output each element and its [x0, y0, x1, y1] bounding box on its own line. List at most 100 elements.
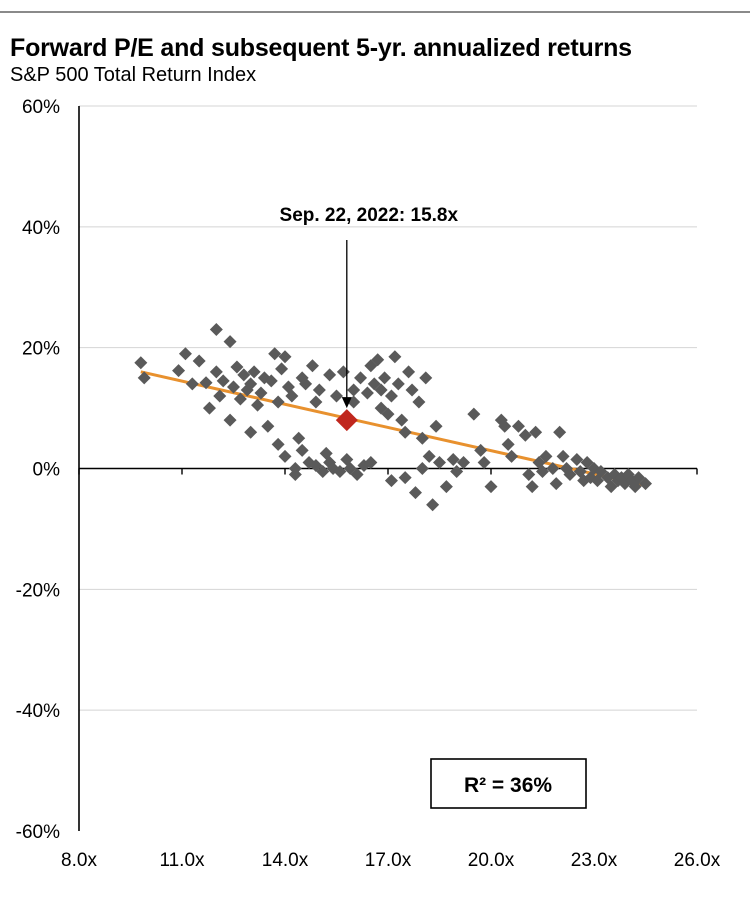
data-point	[398, 425, 412, 439]
data-point	[384, 474, 398, 488]
data-point	[549, 477, 563, 491]
data-point	[268, 347, 282, 361]
y-tick-label: 40%	[22, 218, 60, 239]
data-point	[330, 389, 343, 403]
x-tick-label: 26.0x	[674, 850, 721, 871]
data-point	[316, 465, 330, 479]
data-point	[422, 449, 436, 463]
data-point	[278, 449, 292, 463]
data-point	[570, 452, 584, 466]
data-point	[371, 353, 385, 367]
data-point	[216, 374, 230, 388]
annotation-arrow-head	[341, 397, 352, 409]
data-point	[137, 371, 151, 385]
data-point	[450, 465, 464, 479]
data-point	[525, 480, 539, 494]
data-point	[439, 480, 453, 494]
data-point	[309, 395, 323, 409]
data-point	[415, 431, 429, 445]
data-point	[429, 419, 443, 433]
data-point	[295, 443, 309, 457]
data-point	[233, 392, 247, 406]
data-point	[178, 347, 192, 361]
data-point	[553, 425, 567, 439]
data-point	[539, 449, 553, 463]
data-point	[230, 360, 244, 374]
data-point	[419, 371, 433, 385]
data-point	[360, 386, 374, 400]
trendline-layer	[140, 370, 646, 487]
data-point	[388, 350, 402, 364]
y-tick-label: 0%	[33, 460, 61, 481]
data-point	[305, 359, 319, 373]
data-point	[405, 383, 419, 397]
data-point	[501, 437, 515, 451]
y-tick-label: -40%	[16, 701, 60, 722]
data-point	[192, 354, 206, 368]
r-squared-box: R² = 36%	[430, 758, 587, 809]
data-point	[498, 419, 512, 433]
x-tick-label: 23.0x	[571, 850, 618, 871]
data-point	[391, 377, 405, 391]
data-point	[374, 383, 388, 397]
data-point	[536, 465, 549, 479]
data-point	[484, 480, 498, 494]
data-point	[408, 486, 422, 500]
footer-fragment	[0, 905, 60, 917]
data-point	[474, 443, 488, 457]
data-point	[639, 477, 652, 491]
tick-labels: 60% 40% 20% 0% -20% -40% -60%8.0x 11.0x 14.0x 17.…	[16, 97, 721, 871]
data-point	[254, 386, 268, 400]
data-point	[556, 449, 570, 463]
data-point	[457, 455, 471, 469]
data-point	[395, 413, 409, 427]
data-point	[412, 395, 426, 409]
data-point	[522, 468, 536, 482]
data-point	[271, 437, 285, 451]
data-point	[288, 468, 302, 482]
data-point	[264, 374, 278, 388]
data-points	[134, 323, 652, 512]
data-point	[271, 395, 285, 409]
y-tick-label: 60%	[22, 97, 60, 118]
x-tick-label: 14.0x	[262, 850, 309, 871]
data-point	[505, 449, 519, 463]
data-point	[384, 389, 398, 403]
data-point	[237, 368, 251, 382]
data-point	[299, 377, 313, 391]
gridlines	[79, 105, 697, 711]
data-point	[223, 335, 237, 349]
data-point	[415, 462, 429, 475]
chart-title: Forward P/E and subsequent 5-yr. annuali…	[10, 34, 632, 62]
highlight-point	[335, 409, 358, 432]
data-point	[511, 419, 525, 433]
data-point	[529, 425, 543, 439]
y-tick-label: 20%	[22, 339, 60, 360]
data-point	[134, 356, 148, 370]
data-point	[323, 368, 337, 382]
data-point	[213, 389, 227, 403]
data-point	[378, 371, 392, 385]
data-point	[467, 407, 481, 421]
data-point	[261, 419, 275, 433]
data-point	[172, 364, 186, 378]
trendline	[140, 370, 646, 487]
data-point	[354, 371, 368, 385]
data-point	[546, 462, 560, 475]
data-point	[278, 350, 292, 364]
data-point	[244, 377, 258, 391]
x-tick-label: 11.0x	[159, 850, 205, 871]
data-point	[244, 425, 258, 439]
x-tick-label: 8.0x	[61, 850, 97, 871]
data-point	[563, 468, 577, 482]
data-point	[398, 471, 412, 485]
data-point	[202, 401, 216, 415]
highlight-annotation-label: Sep. 22, 2022: 15.8x	[280, 205, 459, 226]
data-point	[518, 428, 532, 442]
data-point	[426, 498, 440, 512]
data-point	[227, 380, 240, 394]
data-point	[347, 383, 361, 397]
data-point	[402, 365, 416, 379]
data-point	[336, 365, 350, 379]
